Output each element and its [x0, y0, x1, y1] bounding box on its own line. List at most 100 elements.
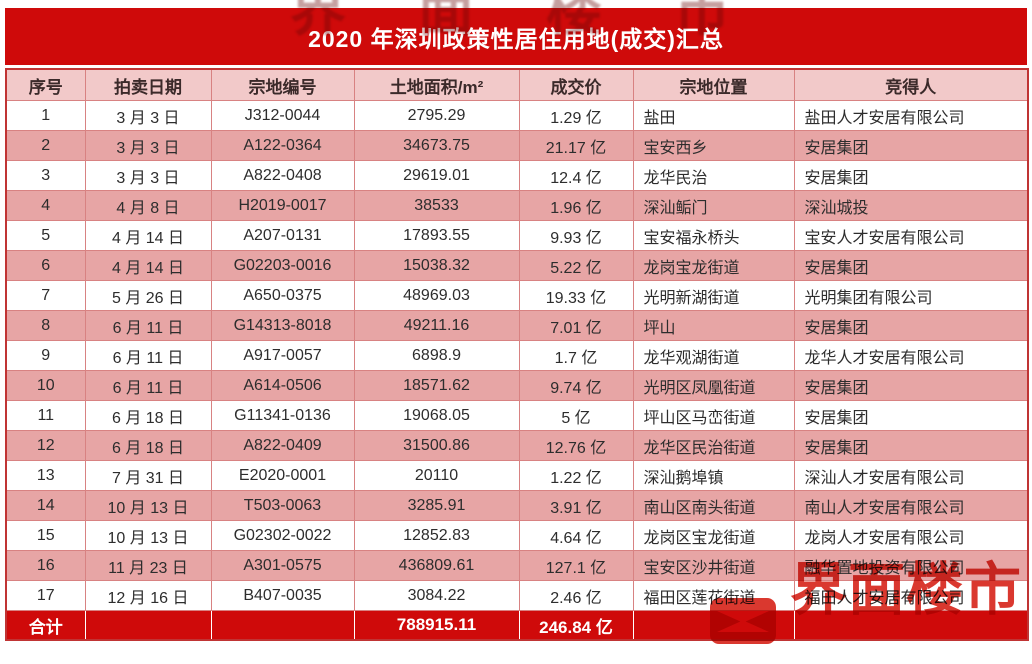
cell-area: 15038.32: [353, 250, 520, 281]
cell-plot: G14313-8018: [210, 310, 355, 341]
cell-price: 1.7 亿: [518, 340, 634, 371]
cell-area: 29619.01: [353, 160, 520, 191]
cell-plot: G02302-0022: [210, 520, 355, 551]
cell-price: 3.91 亿: [518, 490, 634, 521]
cell-area: 34673.75: [353, 130, 520, 161]
cell-plot: G02203-0016: [210, 250, 355, 281]
cell-plot: H2019-0017: [210, 190, 355, 221]
cell-plot: A917-0057: [210, 340, 355, 371]
cell-no: 15: [5, 520, 86, 551]
cell-no: 2: [5, 130, 86, 161]
cell-date: 7 月 31 日: [84, 460, 212, 491]
cell-location: 坪山: [632, 310, 795, 341]
cell-location: 龙岗区宝龙街道: [632, 520, 795, 551]
cell-winner: 宝安人才安居有限公司: [793, 220, 1029, 251]
cell-price: 9.93 亿: [518, 220, 634, 251]
cell-plot: A822-0408: [210, 160, 355, 191]
col-header-plot: 宗地编号: [210, 68, 355, 101]
cell-price: 7.01 亿: [518, 310, 634, 341]
cell-plot: A207-0131: [210, 220, 355, 251]
table-row: 16 11 月 23 日 A301-0575 436809.61 127.1 亿…: [5, 550, 1029, 581]
cell-no: 14: [5, 490, 86, 521]
cell-price: 5 亿: [518, 400, 634, 431]
cell-no: 1: [5, 100, 86, 131]
cell-location: 光明区凤凰街道: [632, 370, 795, 401]
cell-area: 3084.22: [353, 580, 520, 611]
table-row: 8 6 月 11 日 G14313-8018 49211.16 7.01 亿 坪…: [5, 310, 1029, 341]
table-row: 6 4 月 14 日 G02203-0016 15038.32 5.22 亿 龙…: [5, 250, 1029, 281]
cell-plot: T503-0063: [210, 490, 355, 521]
cell-area: 6898.9: [353, 340, 520, 371]
cell-no: 5: [5, 220, 86, 251]
cell-plot: B407-0035: [210, 580, 355, 611]
cell-price: 1.96 亿: [518, 190, 634, 221]
cell-price: 12.4 亿: [518, 160, 634, 191]
cell-date: 4 月 14 日: [84, 250, 212, 281]
cell-winner: 光明集团有限公司: [793, 280, 1029, 311]
total-label: 合计: [5, 610, 86, 641]
cell-area: 18571.62: [353, 370, 520, 401]
col-header-no: 序号: [5, 68, 86, 101]
table-row: 1 3 月 3 日 J312-0044 2795.29 1.29 亿 盐田 盐田…: [5, 100, 1029, 131]
cell-price: 127.1 亿: [518, 550, 634, 581]
cell-date: 6 月 11 日: [84, 310, 212, 341]
cell-location: 宝安区沙井街道: [632, 550, 795, 581]
table-row: 9 6 月 11 日 A917-0057 6898.9 1.7 亿 龙华观湖街道…: [5, 340, 1029, 371]
cell-plot: A614-0506: [210, 370, 355, 401]
cell-winner: 福田人才安居有限公司: [793, 580, 1029, 611]
cell-area: 2795.29: [353, 100, 520, 131]
cell-winner: 安居集团: [793, 310, 1029, 341]
cell-location: 宝安西乡: [632, 130, 795, 161]
cell-no: 12: [5, 430, 86, 461]
cell-area: 12852.83: [353, 520, 520, 551]
cell-no: 7: [5, 280, 86, 311]
cell-area: 3285.91: [353, 490, 520, 521]
table-row: 2 3 月 3 日 A122-0364 34673.75 21.17 亿 宝安西…: [5, 130, 1029, 161]
col-header-winner: 竞得人: [793, 68, 1029, 101]
cell-winner: 安居集团: [793, 370, 1029, 401]
cell-plot: A301-0575: [210, 550, 355, 581]
cell-price: 5.22 亿: [518, 250, 634, 281]
table-row: 14 10 月 13 日 T503-0063 3285.91 3.91 亿 南山…: [5, 490, 1029, 521]
cell-date: 12 月 16 日: [84, 580, 212, 611]
cell-plot: A650-0375: [210, 280, 355, 311]
cell-no: 3: [5, 160, 86, 191]
cell-plot: A822-0409: [210, 430, 355, 461]
cell-date: 6 月 11 日: [84, 340, 212, 371]
cell-area: 436809.61: [353, 550, 520, 581]
cell-winner: 深汕人才安居有限公司: [793, 460, 1029, 491]
table-header-row: 序号 拍卖日期 宗地编号 土地面积/m² 成交价 宗地位置 竞得人: [5, 68, 1029, 101]
cell-location: 坪山区马峦街道: [632, 400, 795, 431]
cell-price: 9.74 亿: [518, 370, 634, 401]
table-row: 13 7 月 31 日 E2020-0001 20110 1.22 亿 深汕鹅埠…: [5, 460, 1029, 491]
cell-price: 12.76 亿: [518, 430, 634, 461]
total-empty-cell: [793, 610, 1029, 641]
cell-winner: 安居集团: [793, 160, 1029, 191]
cell-no: 16: [5, 550, 86, 581]
cell-area: 19068.05: [353, 400, 520, 431]
cell-plot: G11341-0136: [210, 400, 355, 431]
cell-date: 4 月 8 日: [84, 190, 212, 221]
cell-price: 2.46 亿: [518, 580, 634, 611]
cell-location: 龙华区民治街道: [632, 430, 795, 461]
table-row: 3 3 月 3 日 A822-0408 29619.01 12.4 亿 龙华民治…: [5, 160, 1029, 191]
total-empty-cell: [632, 610, 795, 641]
cell-date: 3 月 3 日: [84, 160, 212, 191]
total-empty-cell: [84, 610, 212, 641]
land-transactions-table: 序号 拍卖日期 宗地编号 土地面积/m² 成交价 宗地位置 竞得人 1 3 月 …: [5, 68, 1029, 641]
cell-area: 31500.86: [353, 430, 520, 461]
cell-no: 6: [5, 250, 86, 281]
cell-date: 3 月 3 日: [84, 100, 212, 131]
cell-location: 光明新湖街道: [632, 280, 795, 311]
cell-winner: 深汕城投: [793, 190, 1029, 221]
cell-price: 4.64 亿: [518, 520, 634, 551]
cell-no: 11: [5, 400, 86, 431]
cell-winner: 安居集团: [793, 400, 1029, 431]
cell-price: 1.29 亿: [518, 100, 634, 131]
col-header-date: 拍卖日期: [84, 68, 212, 101]
table-row: 7 5 月 26 日 A650-0375 48969.03 19.33 亿 光明…: [5, 280, 1029, 311]
table-row: 5 4 月 14 日 A207-0131 17893.55 9.93 亿 宝安福…: [5, 220, 1029, 251]
table-row: 17 12 月 16 日 B407-0035 3084.22 2.46 亿 福田…: [5, 580, 1029, 611]
table-row: 12 6 月 18 日 A822-0409 31500.86 12.76 亿 龙…: [5, 430, 1029, 461]
table-row: 15 10 月 13 日 G02302-0022 12852.83 4.64 亿…: [5, 520, 1029, 551]
